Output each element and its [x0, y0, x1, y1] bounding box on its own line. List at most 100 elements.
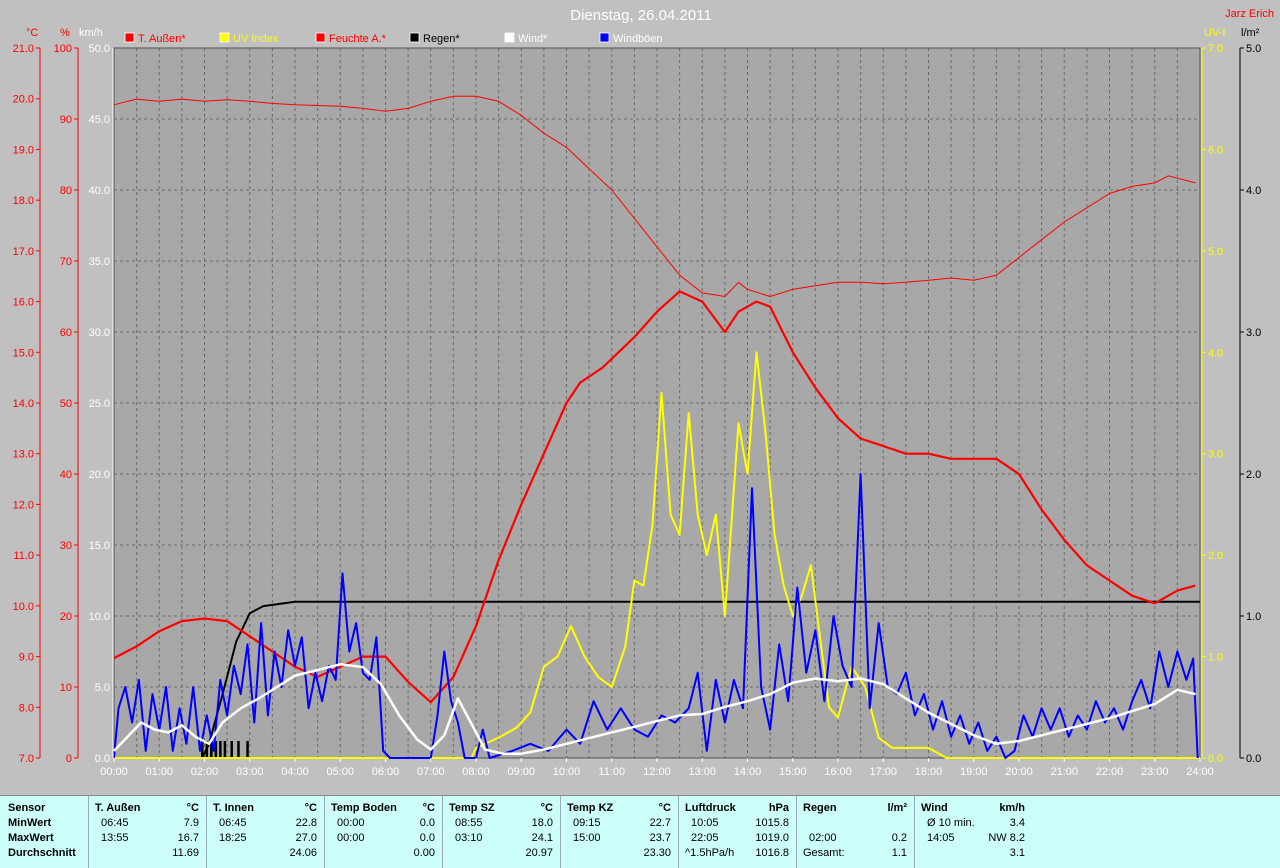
stats-value: 22.7: [649, 817, 671, 829]
stats-sensor-name: Wind: [921, 802, 948, 814]
stats-row: 00:00 0.0: [325, 832, 443, 846]
stats-row: 02:00 0.2: [797, 832, 915, 846]
stats-sensor-name: T. Innen: [213, 802, 254, 814]
temp-tick-label: 21.0: [13, 43, 34, 55]
row-label-min: MinWert: [8, 817, 52, 829]
temp-tick-label: 15.0: [13, 347, 34, 359]
stats-sensor-name: Regen: [803, 802, 837, 814]
temp-tick-label: 16.0: [13, 297, 34, 309]
stats-unit: km/h: [999, 802, 1025, 814]
x-tick-label: 12:00: [643, 766, 671, 778]
x-tick-label: 04:00: [281, 766, 309, 778]
wind-unit-label: km/h: [79, 27, 103, 39]
rain-tick-label: 4.0: [1246, 185, 1261, 197]
stats-row: 10:05 1015.8: [679, 817, 797, 831]
wind-tick-label: 45.0: [89, 114, 110, 126]
x-tick-label: 01:00: [145, 766, 173, 778]
stats-row: Temp Boden °C: [325, 802, 443, 816]
stats-time: 00:00: [337, 832, 365, 844]
stats-row: Temp KZ °C: [561, 802, 679, 816]
series-line-regen: [114, 600, 1200, 759]
stats-sensor-name: Luftdruck: [685, 802, 736, 814]
x-tick-label: 18:00: [915, 766, 943, 778]
stats-row: 22:05 1019.0: [679, 832, 797, 846]
stats-value: 3.1: [1009, 847, 1025, 859]
stats-unit: °C: [658, 802, 671, 814]
x-tick-label: 15:00: [779, 766, 807, 778]
stats-row: 14:05 NW 8.2: [915, 832, 1033, 846]
series-line-windb-en: [113, 473, 1199, 759]
legend-swatch: [315, 32, 326, 43]
x-tick-label: 22:00: [1096, 766, 1124, 778]
stats-row: Ø 10 min. 3.4: [915, 817, 1033, 831]
hum-tick-label: 30: [60, 540, 72, 552]
stats-column: Temp SZ °C 08:55 18.0 03:10 24.1 20.97: [442, 796, 561, 868]
stats-value: 7.9: [183, 817, 199, 829]
stats-time: Ø 10 min.: [927, 817, 975, 829]
hum-tick-label: 70: [60, 256, 72, 268]
rain-bar: [201, 741, 204, 758]
wind-tick-label: 30.0: [89, 327, 110, 339]
rain-bar: [219, 741, 222, 758]
stats-value: 0.0: [419, 817, 435, 829]
stats-time: 10:05: [691, 817, 719, 829]
legend: T. Außen* UV Index Feuchte A.* Regen* Wind* W…: [124, 32, 663, 45]
temp-tick-label: 10.0: [13, 601, 34, 613]
legend-swatch: [219, 32, 230, 43]
uv-tick-label: 0.0: [1208, 753, 1223, 765]
stats-column: Temp Boden °C 00:00 0.0 00:00 0.0 0.00: [324, 796, 443, 868]
stats-value: 24.1: [531, 832, 553, 844]
stats-column: Wind km/h Ø 10 min. 3.4 14:05 NW 8.2 3.1: [914, 796, 1033, 868]
stats-value: 27.0: [295, 832, 317, 844]
hum-tick-label: 0: [66, 753, 72, 765]
hum-tick-label: 20: [60, 611, 72, 623]
temp-tick-label: 8.0: [19, 702, 34, 714]
x-tick-label: 16:00: [824, 766, 852, 778]
series-line-uv-index: [114, 351, 1200, 759]
x-tick-label: 03:00: [236, 766, 264, 778]
stats-row: Regen l/m²: [797, 802, 915, 816]
stats-value: 1015.8: [755, 817, 789, 829]
stats-value: 11.69: [172, 847, 199, 859]
stats-row: 09:15 22.7: [561, 817, 679, 831]
stats-row: Gesamt: 1.1: [797, 847, 915, 861]
x-tick-label: 14:00: [734, 766, 762, 778]
rain-bar: [237, 741, 240, 758]
axis-layer: 7.0 8.0 9.0 10.0 11.0 12.0 13.0 14.0 15.0 16.0 17.…: [13, 27, 1262, 778]
stats-sensor-name: Temp SZ: [449, 802, 495, 814]
temp-tick-label: 9.0: [19, 652, 34, 664]
stats-sensor-name: T. Außen: [95, 802, 141, 814]
stats-row: Luftdruck hPa: [679, 802, 797, 816]
hum-tick-label: 50: [60, 398, 72, 410]
temp-tick-label: 13.0: [13, 449, 34, 461]
stats-row: 00:00 0.0: [325, 817, 443, 831]
stats-row: 18:25 27.0: [207, 832, 325, 846]
stats-column: Temp KZ °C 09:15 22.7 15:00 23.7 23.30: [560, 796, 679, 868]
hum-tick-label: 90: [60, 114, 72, 126]
x-tick-label: 13:00: [688, 766, 716, 778]
series-line-wind: [113, 663, 1196, 755]
stats-time: 03:10: [455, 832, 483, 844]
temp-tick-label: 18.0: [13, 195, 34, 207]
x-tick-label: 21:00: [1050, 766, 1078, 778]
x-tick-label: 24:00: [1186, 766, 1214, 778]
stats-column: T. Außen °C 06:45 7.9 13:55 16.7 11.69: [88, 796, 207, 868]
wind-tick-label: 20.0: [89, 469, 110, 481]
stats-value: NW 8.2: [988, 832, 1025, 844]
legend-swatch: [409, 32, 420, 43]
uv-tick-label: 3.0: [1208, 449, 1223, 461]
stats-row: T. Außen °C: [89, 802, 207, 816]
temp-tick-label: 17.0: [13, 246, 34, 258]
uv-tick-label: 1.0: [1208, 652, 1223, 664]
stats-value: 22.8: [295, 817, 317, 829]
stats-time: 13:55: [101, 832, 129, 844]
temp-tick-label: 19.0: [13, 144, 34, 156]
stats-row: 20.97: [443, 847, 561, 861]
stats-unit: l/m²: [887, 802, 907, 814]
stats-unit: °C: [304, 802, 317, 814]
stats-unit: °C: [186, 802, 199, 814]
stats-value: 23.7: [649, 832, 671, 844]
temp-tick-label: 11.0: [13, 550, 34, 562]
stats-row: 13:55 16.7: [89, 832, 207, 846]
x-tick-label: 11:00: [598, 766, 625, 778]
